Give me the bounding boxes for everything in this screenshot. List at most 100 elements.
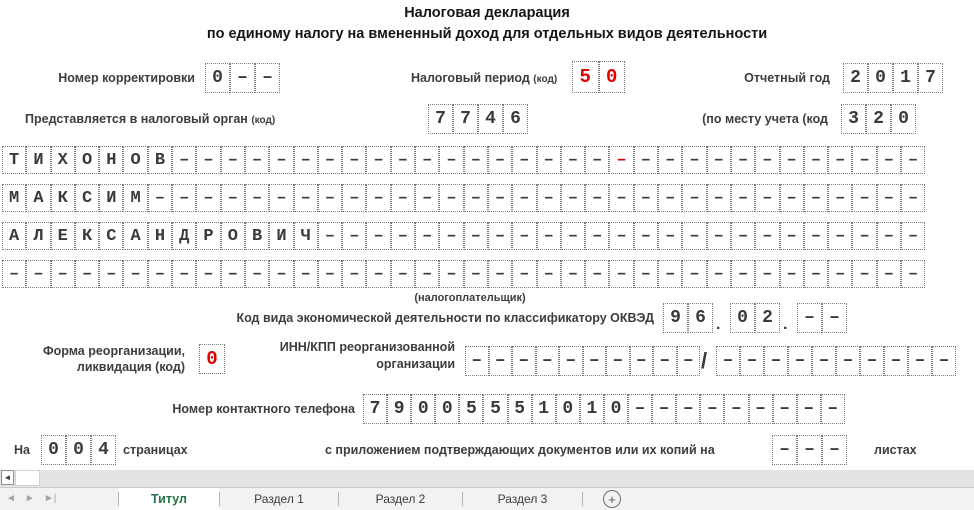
form-cell[interactable]: 0 — [603, 394, 629, 424]
form-cell[interactable]: – — [488, 346, 512, 376]
form-cell[interactable]: – — [609, 222, 634, 250]
form-cell[interactable]: – — [788, 346, 812, 376]
scrollbar-thumb[interactable] — [15, 470, 40, 486]
form-cell[interactable]: – — [900, 260, 926, 288]
form-cell[interactable]: Е — [50, 222, 75, 250]
form-cell[interactable]: – — [828, 222, 853, 250]
form-cell[interactable]: – — [730, 260, 756, 288]
form-cell[interactable]: 2 — [843, 63, 868, 93]
form-cell[interactable]: – — [676, 346, 700, 376]
form-cell[interactable]: – — [706, 260, 731, 288]
form-cell[interactable]: – — [512, 146, 537, 174]
form-cell[interactable]: 2 — [755, 303, 780, 333]
form-cell[interactable]: – — [269, 184, 294, 212]
sheet-nav-first-icon[interactable]: ◄ — [6, 493, 16, 504]
form-cell[interactable]: С — [74, 184, 100, 212]
form-cell[interactable]: – — [658, 260, 683, 288]
form-cell[interactable]: – — [716, 346, 740, 376]
form-cell[interactable]: – — [706, 222, 731, 250]
form-cell[interactable]: – — [172, 146, 197, 174]
form-cell[interactable]: – — [797, 435, 822, 465]
form-cell[interactable]: – — [633, 146, 659, 174]
form-cell[interactable]: – — [147, 260, 173, 288]
form-cell[interactable]: 7 — [363, 394, 388, 424]
form-cell[interactable]: – — [390, 222, 416, 250]
sheet-nav-next-icon[interactable]: ►| — [43, 493, 57, 504]
form-cell[interactable]: А — [26, 184, 51, 212]
form-cell[interactable]: – — [852, 146, 877, 174]
form-cell[interactable]: – — [463, 146, 488, 174]
form-cell[interactable]: – — [779, 222, 804, 250]
form-cell[interactable]: – — [390, 260, 416, 288]
form-cell[interactable]: 0 — [598, 61, 625, 93]
form-cell[interactable]: – — [852, 222, 877, 250]
form-cell[interactable]: – — [706, 146, 731, 174]
form-cell[interactable]: – — [755, 146, 780, 174]
form-cell[interactable]: – — [730, 222, 756, 250]
form-cell[interactable]: – — [682, 222, 707, 250]
form-cell[interactable]: – — [317, 184, 343, 212]
form-cell[interactable]: – — [653, 346, 677, 376]
form-cell[interactable]: – — [772, 394, 797, 424]
form-cell[interactable]: 3 — [841, 104, 866, 134]
form-cell[interactable]: Х — [50, 146, 75, 174]
form-cell[interactable]: – — [230, 63, 255, 93]
form-cell[interactable]: – — [633, 260, 659, 288]
form-cell[interactable]: 4 — [478, 104, 503, 134]
form-cell[interactable]: – — [876, 222, 901, 250]
form-cell[interactable]: И — [269, 222, 294, 250]
form-cell[interactable]: 0 — [730, 303, 755, 333]
form-cell[interactable]: – — [269, 146, 294, 174]
form-cell[interactable]: 1 — [893, 63, 918, 93]
form-cell[interactable]: – — [900, 222, 926, 250]
form-cell[interactable]: – — [658, 146, 683, 174]
form-cell[interactable]: – — [822, 303, 847, 333]
form-cell[interactable]: – — [172, 184, 197, 212]
form-cell[interactable]: – — [730, 146, 756, 174]
form-cell[interactable]: – — [220, 146, 245, 174]
form-cell[interactable]: – — [390, 184, 416, 212]
form-cell[interactable]: – — [244, 146, 270, 174]
form-cell[interactable]: – — [255, 63, 280, 93]
form-cell[interactable]: – — [860, 346, 884, 376]
form-cell[interactable]: – — [803, 260, 829, 288]
form-cell[interactable]: 1 — [579, 394, 604, 424]
form-cell[interactable]: – — [415, 260, 440, 288]
form-cell[interactable]: – — [196, 146, 221, 174]
sheet-tab-razdel-2[interactable]: Раздел 2 — [375, 492, 426, 506]
form-cell[interactable]: – — [366, 222, 391, 250]
form-cell[interactable]: – — [147, 184, 173, 212]
form-cell[interactable]: 6 — [503, 104, 528, 134]
form-cell[interactable]: А — [123, 222, 148, 250]
form-cell[interactable]: – — [755, 222, 780, 250]
form-cell[interactable]: – — [900, 184, 926, 212]
sheet-nav-prev-icon[interactable]: ► — [24, 493, 35, 504]
form-cell[interactable]: – — [812, 346, 836, 376]
form-cell[interactable]: – — [342, 222, 367, 250]
form-cell[interactable]: – — [512, 260, 537, 288]
form-cell[interactable]: – — [606, 346, 630, 376]
form-cell[interactable]: 0 — [41, 435, 66, 465]
form-cell[interactable]: – — [536, 146, 561, 174]
form-cell[interactable]: 5 — [459, 394, 484, 424]
form-cell[interactable]: – — [244, 260, 270, 288]
form-cell[interactable]: – — [463, 184, 488, 212]
form-cell[interactable]: – — [536, 184, 561, 212]
form-cell[interactable]: 7 — [453, 104, 478, 134]
form-cell[interactable]: – — [633, 184, 659, 212]
form-cell[interactable]: – — [487, 260, 513, 288]
form-cell[interactable]: – — [560, 184, 586, 212]
form-cell[interactable]: 2 — [866, 104, 891, 134]
form-cell[interactable]: – — [2, 260, 27, 288]
form-cell[interactable]: – — [536, 260, 561, 288]
form-cell[interactable]: – — [317, 260, 343, 288]
form-cell[interactable]: Д — [172, 222, 197, 250]
form-cell[interactable]: – — [706, 184, 731, 212]
form-cell[interactable]: – — [439, 222, 464, 250]
form-cell[interactable]: – — [99, 260, 124, 288]
form-cell[interactable]: – — [293, 146, 318, 174]
form-cell[interactable]: – — [317, 222, 343, 250]
form-cell[interactable]: – — [415, 146, 440, 174]
form-cell[interactable]: О — [74, 146, 100, 174]
form-cell[interactable]: – — [487, 184, 513, 212]
